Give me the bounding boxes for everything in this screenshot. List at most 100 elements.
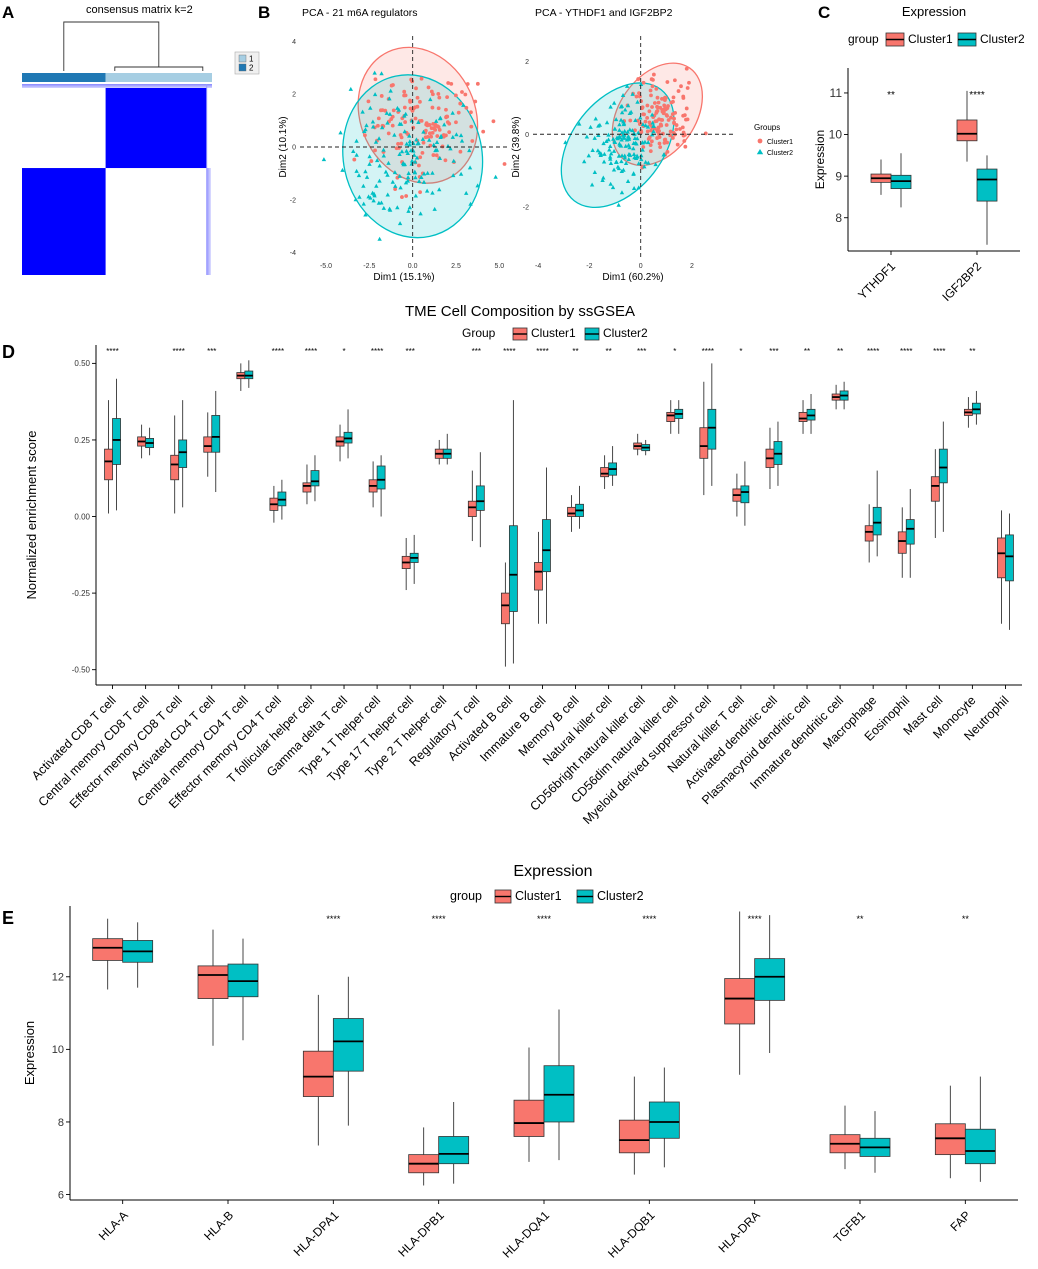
heatmap-streak-col bbox=[208, 168, 209, 275]
point-cluster1 bbox=[657, 117, 661, 122]
point-cluster1 bbox=[396, 142, 400, 146]
box-cluster1 bbox=[618, 1119, 650, 1154]
point-cluster2 bbox=[643, 123, 648, 128]
point-cluster2 bbox=[563, 140, 568, 145]
point-cluster2 bbox=[619, 168, 625, 173]
point-cluster2 bbox=[601, 175, 606, 180]
plot-title: Expression bbox=[902, 4, 966, 19]
significance-label: **** bbox=[106, 347, 118, 356]
box-cluster1 bbox=[997, 537, 1006, 579]
point-cluster1 bbox=[658, 122, 663, 127]
point-cluster1 bbox=[684, 66, 689, 71]
point-cluster2 bbox=[630, 128, 635, 133]
point-cluster2 bbox=[475, 183, 480, 188]
significance-label: **** bbox=[900, 347, 912, 356]
point-cluster2 bbox=[409, 158, 415, 163]
point-cluster1 bbox=[433, 123, 438, 128]
significance-label: * bbox=[342, 347, 345, 356]
point-cluster2 bbox=[377, 236, 382, 241]
point-cluster2 bbox=[454, 132, 459, 137]
y-tick-label: 2 bbox=[292, 92, 296, 99]
box-cluster1 bbox=[92, 938, 124, 961]
point-cluster2 bbox=[430, 190, 435, 195]
point-cluster2 bbox=[613, 117, 619, 122]
point-cluster2 bbox=[372, 70, 377, 75]
point-cluster2 bbox=[581, 159, 587, 164]
dendrogram-branch-link bbox=[114, 66, 204, 71]
point-cluster2 bbox=[628, 109, 634, 114]
point-cluster1 bbox=[410, 108, 415, 113]
point-cluster2 bbox=[395, 205, 400, 210]
point-cluster2 bbox=[398, 121, 404, 126]
point-cluster2 bbox=[360, 109, 365, 114]
point-cluster1 bbox=[660, 97, 664, 101]
point-cluster2 bbox=[381, 147, 386, 152]
box-cluster2 bbox=[976, 168, 998, 202]
point-cluster2 bbox=[577, 121, 582, 126]
point-cluster2 bbox=[428, 97, 433, 102]
point-cluster1 bbox=[421, 140, 426, 145]
point-cluster1 bbox=[655, 104, 659, 109]
point-cluster2 bbox=[649, 112, 655, 117]
y-tick-label: 0 bbox=[292, 145, 296, 152]
point-cluster1 bbox=[434, 153, 439, 158]
point-cluster1 bbox=[672, 120, 676, 125]
point-cluster2 bbox=[622, 153, 627, 158]
significance-label: ** bbox=[856, 914, 864, 924]
panel-a-legend: 1 2 bbox=[234, 51, 260, 75]
point-cluster1 bbox=[651, 72, 656, 77]
x-tick-label: 5.0 bbox=[494, 263, 504, 270]
point-cluster2 bbox=[616, 166, 622, 171]
box-cluster1 bbox=[600, 467, 610, 478]
panel-a-title: consensus matrix k=2 bbox=[86, 4, 193, 16]
point-cluster2 bbox=[390, 179, 395, 184]
point-cluster2 bbox=[413, 175, 418, 180]
x-tick-label: -2.5 bbox=[363, 263, 375, 270]
point-cluster2 bbox=[458, 133, 464, 138]
point-cluster2 bbox=[584, 134, 590, 139]
box-cluster2 bbox=[905, 519, 915, 545]
point-cluster2 bbox=[421, 179, 427, 184]
point-cluster1 bbox=[654, 111, 659, 115]
heatmap-streak-col bbox=[207, 168, 208, 275]
y-axis-label: Dim2 (10.1%) bbox=[278, 116, 289, 177]
point-cluster1 bbox=[641, 145, 646, 149]
point-cluster2 bbox=[596, 132, 601, 137]
point-cluster1 bbox=[671, 95, 676, 100]
point-cluster1 bbox=[655, 95, 660, 100]
y-tick-label: -4 bbox=[290, 250, 296, 257]
point-cluster1 bbox=[418, 190, 422, 195]
point-cluster2 bbox=[405, 151, 410, 156]
legend-title: group bbox=[450, 889, 482, 903]
point-cluster2 bbox=[617, 122, 622, 127]
point-cluster2 bbox=[619, 159, 624, 164]
legend-title: Group bbox=[462, 326, 496, 340]
point-cluster2 bbox=[608, 156, 613, 161]
box-cluster1 bbox=[798, 411, 808, 422]
panel-e-letter: E bbox=[2, 908, 14, 928]
point-cluster2 bbox=[413, 193, 418, 198]
point-cluster2 bbox=[451, 158, 456, 163]
point-cluster2 bbox=[622, 107, 628, 112]
point-cluster2 bbox=[371, 191, 377, 196]
point-cluster1 bbox=[465, 82, 470, 86]
point-cluster2 bbox=[610, 185, 616, 190]
significance-label: **** bbox=[969, 90, 985, 101]
point-cluster1 bbox=[641, 112, 646, 117]
point-cluster2 bbox=[357, 194, 362, 199]
point-cluster1 bbox=[672, 78, 677, 83]
point-cluster2 bbox=[627, 127, 633, 132]
point-cluster2 bbox=[607, 154, 613, 159]
point-cluster2 bbox=[626, 157, 631, 162]
box-cluster2 bbox=[508, 525, 518, 612]
heatmap-streak-col bbox=[210, 168, 211, 275]
point-cluster2 bbox=[414, 137, 419, 142]
heatmap-streak-row bbox=[22, 87, 212, 88]
point-cluster2 bbox=[467, 148, 472, 153]
point-cluster2 bbox=[442, 122, 447, 127]
x-tick-label: HLA-DQA1 bbox=[500, 1208, 553, 1261]
point-cluster2 bbox=[608, 104, 613, 109]
point-cluster2 bbox=[421, 171, 427, 176]
